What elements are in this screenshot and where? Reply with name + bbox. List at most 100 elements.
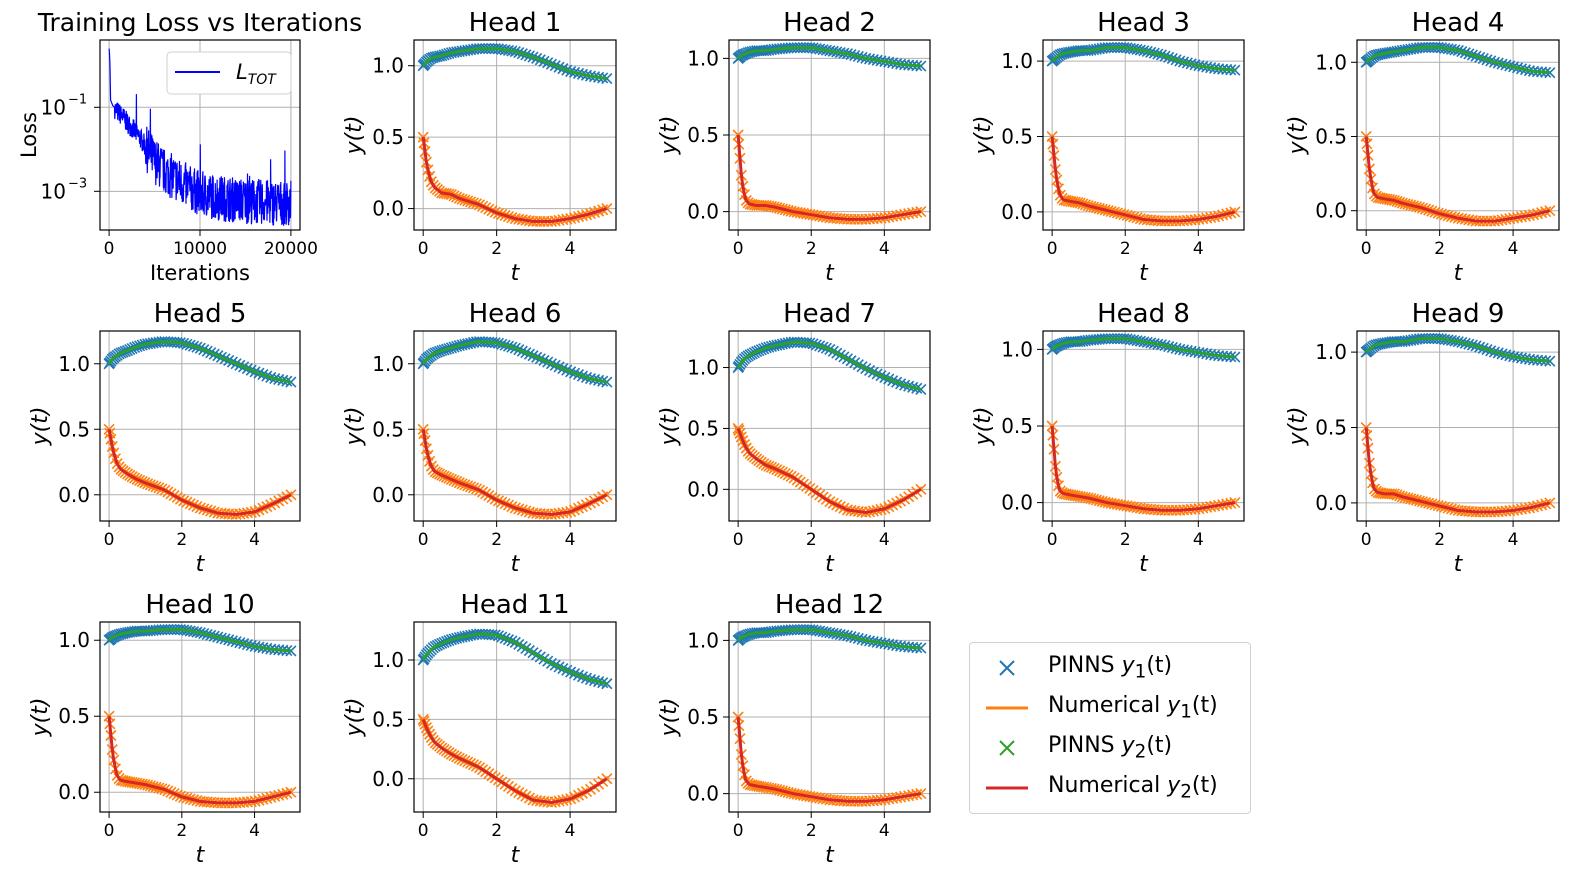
numerical-y2-line: [736, 134, 922, 221]
y-tick-label: 0.5: [1001, 125, 1033, 149]
x-tick-label: 0: [418, 530, 429, 550]
x-axis-label: t: [1139, 261, 1149, 286]
numerical-y1-line: [422, 47, 608, 81]
x-tick-label: 0: [733, 239, 744, 259]
legend-label: PINNS y2(t): [1048, 733, 1173, 763]
x-marker: [601, 73, 613, 85]
y-tick-label: 0.0: [1001, 200, 1033, 224]
y-tick-label: 0.0: [687, 782, 719, 806]
y-tick-label: 0.5: [1315, 416, 1347, 440]
y-tick-label: 1.0: [1001, 49, 1033, 73]
chart-title: Head 11: [460, 590, 569, 620]
x-marker-icon: [999, 740, 1015, 756]
x-tick-label: 2: [806, 239, 817, 259]
numerical-y2-line: [1050, 136, 1236, 223]
x-tick-label: 0: [1047, 530, 1058, 550]
x-tick-label: 4: [1193, 530, 1204, 550]
plot-area: [732, 42, 927, 225]
x-axis-label: t: [196, 552, 206, 577]
x-tick-label: 0: [104, 239, 115, 259]
plot-area: [108, 48, 292, 226]
numerical-y2-line: [421, 136, 608, 223]
y-axis-label: y(t): [971, 116, 996, 156]
pinns-y2-markers: [417, 131, 613, 227]
pinns-y1-markers: [732, 336, 927, 396]
x-tick-label: 4: [565, 821, 576, 841]
numerical-y1-line: [421, 632, 608, 686]
numerical-y2-line: [1364, 136, 1551, 223]
x-tick-label: 2: [176, 821, 187, 841]
y-tick-exponent: −1: [68, 92, 87, 107]
x-axis-label: t: [825, 843, 835, 868]
chart-title: Head 12: [775, 590, 884, 620]
legend-entry-pinns-y1: PINNS y1(t): [970, 649, 1250, 687]
chart-title: Head 7: [783, 299, 876, 329]
y-tick-label: 0.0: [372, 767, 404, 791]
y-tick-label: 1.0: [1315, 50, 1347, 74]
y-tick-label: 1.0: [372, 648, 404, 672]
x-tick-label: 2: [1120, 239, 1131, 259]
legend-label: PINNS y1(t): [1048, 653, 1173, 683]
plot-area: [732, 336, 927, 519]
y-tick-label: 1.0: [1001, 337, 1033, 361]
numerical-y1-line: [1365, 45, 1550, 75]
numerical-y2-line: [736, 427, 922, 515]
x-tick-label: 20000: [264, 239, 318, 259]
pinns-y1-markers: [1360, 332, 1556, 367]
x-marker: [103, 423, 115, 435]
y-tick-label: 0.0: [1001, 491, 1033, 515]
numerical-y1-line: [1051, 337, 1235, 359]
plot-area: [103, 336, 297, 520]
head-chart-10: 0 2 4 0.0 0.5 1.0 Head 10 t y(t): [28, 590, 301, 868]
x-tick-label: 2: [176, 530, 187, 550]
x-tick-label: 2: [806, 821, 817, 841]
y-tick-label: 1.0: [372, 54, 404, 78]
y-axis-label: y(t): [657, 407, 682, 447]
pinns-y1-markers: [732, 42, 927, 72]
x-axis-label: t: [1139, 552, 1149, 577]
figure-legend: PINNS y1(t) Numerical y1(t) PINNS y2(t) …: [969, 642, 1251, 814]
y-tick-label: 0.0: [58, 483, 90, 507]
y-tick-label: 0.0: [1315, 199, 1347, 223]
plot-area: [1046, 41, 1241, 227]
y-tick-label: 0.5: [1315, 124, 1347, 148]
x-marker: [285, 376, 297, 388]
x-tick-label: 4: [879, 821, 890, 841]
pinns-y2-markers: [732, 129, 927, 225]
chart-title: Head 6: [469, 299, 562, 329]
head-chart-4: 0 2 4 0.0 0.5 1.0 Head 4 t y(t): [1285, 8, 1560, 286]
y-tick-label: 1.0: [58, 628, 90, 652]
y-axis-label: y(t): [342, 407, 367, 447]
y-tick-label: 0.5: [687, 705, 719, 729]
axes-frame: [1042, 39, 1245, 231]
x-tick-label: 2: [1434, 530, 1445, 550]
pinns-y2-markers: [103, 710, 297, 809]
x-tick-label: 0: [104, 530, 115, 550]
x-tick-label: 2: [806, 530, 817, 550]
x-tick-label: 0: [1047, 239, 1058, 259]
axes-frame: [728, 330, 931, 522]
y-axis-label: y(t): [1285, 116, 1310, 156]
numerical-y2-line: [421, 429, 608, 516]
axes-frame: [1356, 330, 1560, 522]
axes-frame: [413, 39, 617, 231]
pinns-y1-markers: [1046, 333, 1241, 363]
y-tick-label: 10: [41, 179, 66, 203]
numerical-y2-line: [107, 429, 292, 516]
numerical-y1-line: [736, 340, 922, 391]
y-axis-label: y(t): [342, 698, 367, 738]
chart-title: Head 3: [1097, 8, 1190, 38]
y-tick-exponent: −3: [68, 176, 87, 191]
legend-entry-numerical-y2: Numerical y2(t): [970, 769, 1250, 807]
x-tick-label: 2: [491, 239, 502, 259]
x-marker-icon: [999, 660, 1015, 676]
head-chart-6: 0 2 4 0.0 0.5 1.0 Head 6 t y(t): [342, 299, 617, 577]
y-tick-label: 10: [41, 95, 66, 119]
head-chart-3: 0 2 4 0.0 0.5 1.0 Head 3 t y(t): [971, 8, 1245, 286]
x-tick-label: 0: [1361, 530, 1372, 550]
legend-label: Numerical y2(t): [1048, 773, 1218, 803]
x-marker: [601, 203, 613, 215]
y-tick-label: 0.5: [372, 125, 404, 149]
x-tick-label: 0: [104, 821, 115, 841]
pinns-y2-markers: [1360, 130, 1556, 227]
